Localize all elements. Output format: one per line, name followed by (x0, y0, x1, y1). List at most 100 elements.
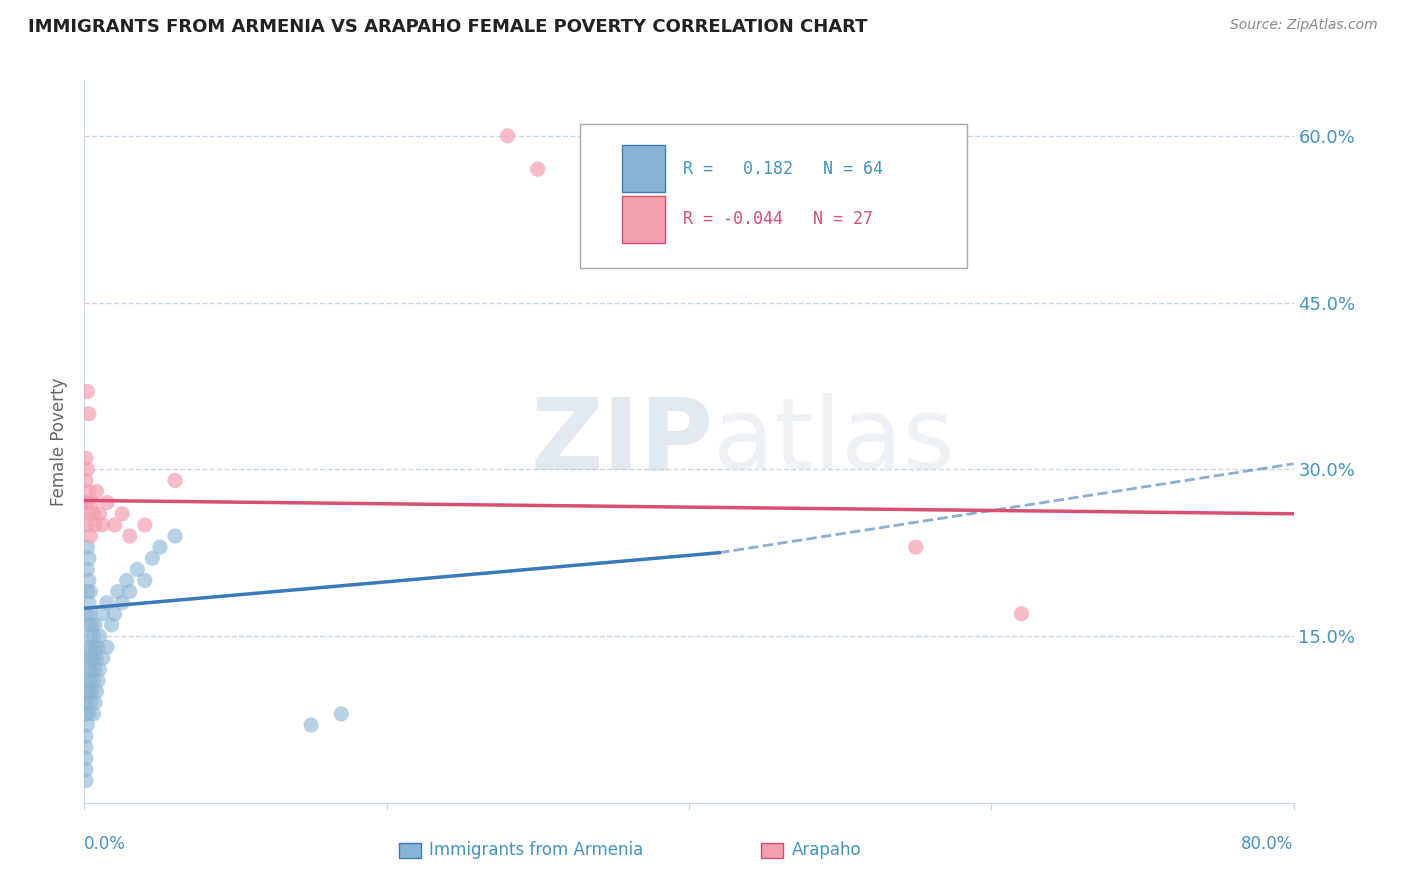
Point (77, 706, 100, 721)
Point (111, 596, 134, 610)
Point (107, 584, 129, 599)
Point (76, 540, 98, 554)
Point (76, 496, 98, 510)
Point (134, 574, 156, 588)
Point (149, 540, 172, 554)
Point (79, 629, 101, 643)
FancyBboxPatch shape (581, 124, 967, 268)
Point (87, 673, 110, 688)
Point (104, 607, 127, 621)
Point (100, 618, 122, 632)
Point (89, 629, 111, 643)
Text: 80.0%: 80.0% (1241, 835, 1294, 854)
Point (141, 551, 163, 566)
Point (87, 640, 110, 655)
Text: ZIP: ZIP (530, 393, 713, 490)
Point (75, 729, 97, 743)
Point (80, 618, 103, 632)
Point (118, 584, 141, 599)
Point (77, 507, 100, 521)
Point (79, 607, 101, 621)
Point (91, 607, 114, 621)
Point (79, 651, 101, 665)
Point (76, 651, 98, 665)
Point (79, 584, 101, 599)
Point (299, 718, 322, 732)
Text: IMMIGRANTS FROM ARMENIA VS ARAPAHO FEMALE POVERTY CORRELATION CHART: IMMIGRANTS FROM ARMENIA VS ARAPAHO FEMAL… (28, 18, 868, 36)
Point (75, 451, 97, 466)
Point (75, 773, 97, 788)
Point (79, 673, 101, 688)
Point (104, 517, 127, 532)
Text: Source: ZipAtlas.com: Source: ZipAtlas.com (1230, 18, 1378, 32)
Point (96, 496, 118, 510)
Point (82, 651, 104, 665)
Point (96, 640, 118, 655)
Text: R =   0.182   N = 64: R = 0.182 N = 64 (683, 160, 883, 178)
Point (84, 517, 107, 532)
Point (80, 662, 103, 676)
Point (84, 662, 107, 676)
Point (82, 507, 104, 521)
Point (86, 484, 108, 499)
Point (75, 474, 97, 488)
Bar (762, 843, 783, 858)
Point (75, 673, 97, 688)
Point (80, 640, 103, 655)
Point (86, 651, 108, 665)
Point (77, 407, 100, 421)
Point (77, 574, 100, 588)
Point (84, 618, 107, 632)
Point (76, 584, 98, 599)
Point (76, 517, 98, 532)
Point (134, 517, 156, 532)
Point (1011, 607, 1033, 621)
Point (77, 551, 100, 566)
Point (75, 696, 97, 710)
Point (115, 574, 138, 588)
Point (86, 684, 108, 698)
Bar (623, 145, 665, 193)
Point (75, 706, 97, 721)
Point (904, 540, 927, 554)
Point (84, 640, 107, 655)
Text: atlas: atlas (713, 393, 955, 490)
Point (76, 607, 98, 621)
Point (76, 684, 98, 698)
Point (77, 662, 100, 676)
Point (77, 684, 100, 698)
Text: Immigrants from Armenia: Immigrants from Armenia (429, 841, 643, 859)
Point (118, 529, 141, 543)
Point (75, 751, 97, 765)
Point (75, 763, 97, 777)
Text: R = -0.044   N = 27: R = -0.044 N = 27 (683, 211, 873, 228)
Point (76, 562, 98, 576)
Point (84, 696, 107, 710)
Point (89, 507, 111, 521)
Point (82, 673, 104, 688)
Point (76, 384, 98, 399)
Point (75, 740, 97, 755)
Point (77, 596, 100, 610)
Point (82, 629, 104, 643)
Point (89, 662, 111, 676)
Point (80, 684, 103, 698)
Point (77, 640, 100, 655)
Point (76, 718, 98, 732)
Point (79, 529, 101, 543)
Point (165, 529, 187, 543)
Text: 0.0%: 0.0% (84, 835, 127, 854)
Point (96, 596, 118, 610)
Point (77, 618, 100, 632)
Bar (623, 196, 665, 243)
Text: Arapaho: Arapaho (792, 841, 862, 859)
Point (127, 562, 149, 576)
Point (75, 496, 97, 510)
Point (80, 496, 103, 510)
Point (111, 507, 134, 521)
Point (330, 706, 353, 721)
Point (76, 462, 98, 476)
Point (165, 474, 187, 488)
Point (77, 484, 100, 499)
Point (527, 162, 550, 177)
